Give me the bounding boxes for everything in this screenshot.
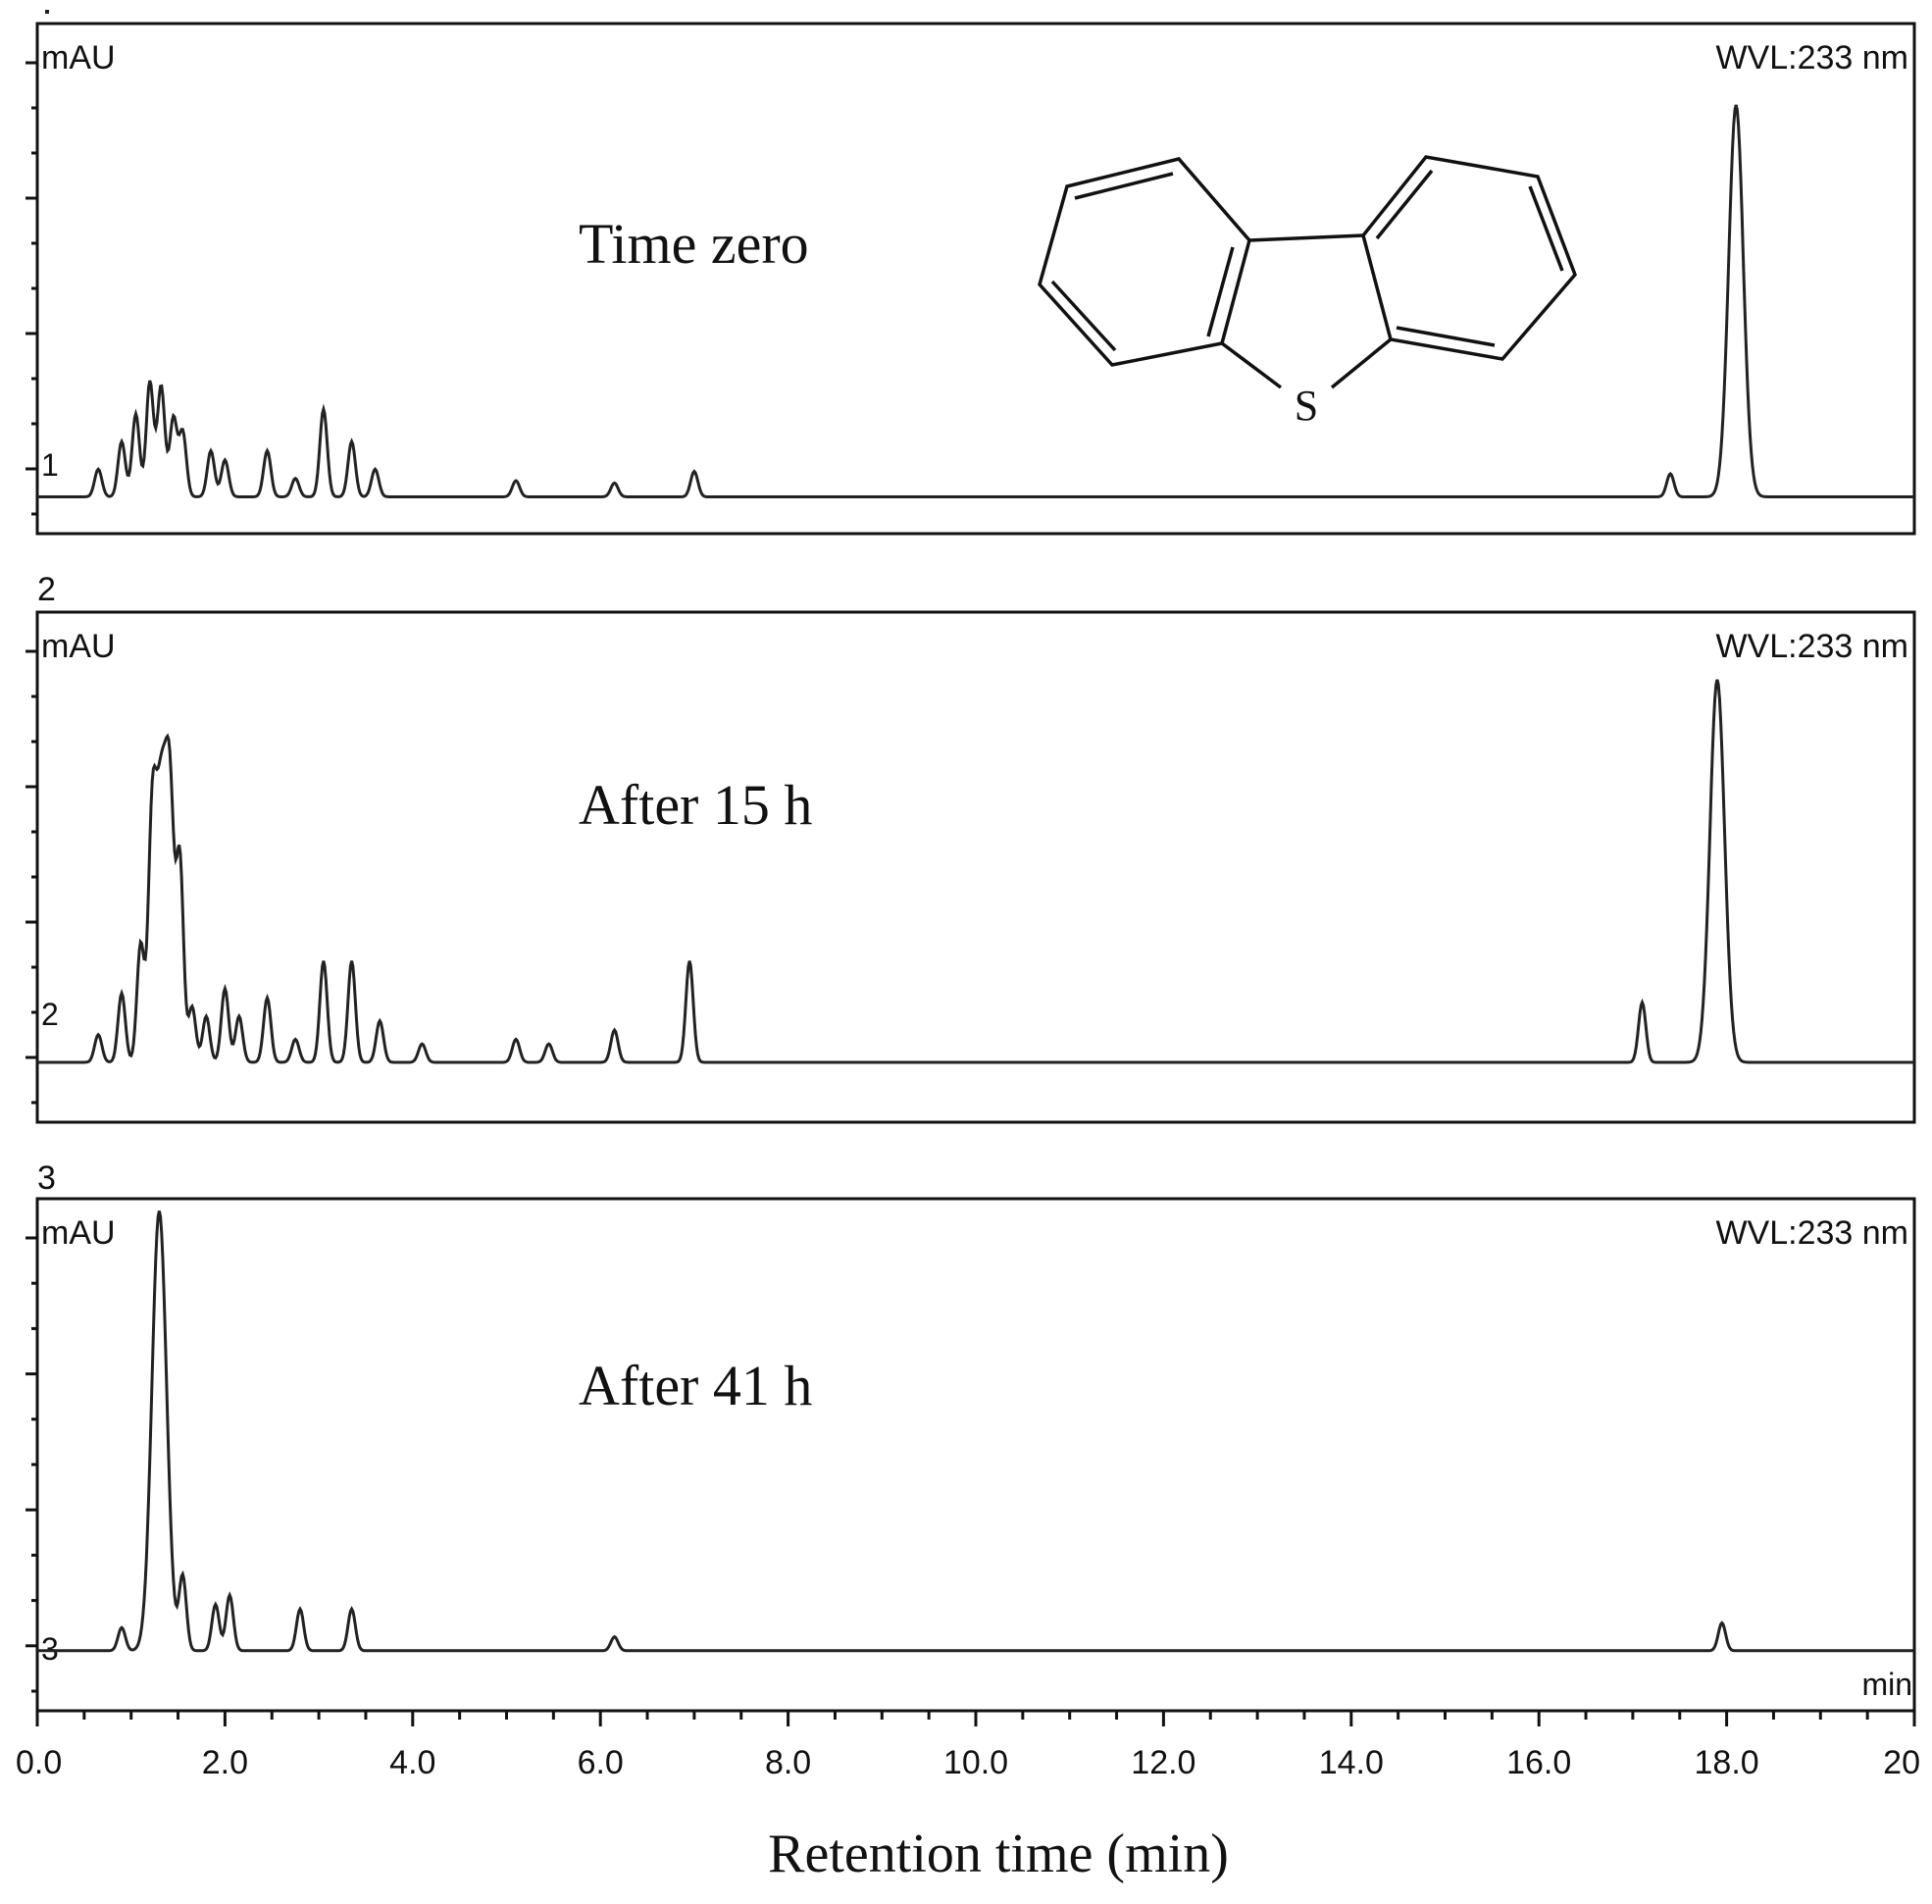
chromatogram-trace [37, 104, 1914, 498]
x-unit-label: min [1861, 1667, 1912, 1702]
y-ticks [25, 61, 37, 516]
x-tick-label: 12.0 [1131, 1744, 1195, 1781]
annotation: After 41 h [579, 1354, 812, 1417]
sulfur-atom-label: S [1295, 382, 1318, 430]
wavelength-label: WVL:233 nm [1715, 628, 1908, 665]
x-tick-label: 4.0 [389, 1744, 435, 1781]
wavelength-label: WVL:233 nm [1715, 1214, 1908, 1252]
x-axis-tick-labels: 0.0 2.0 4.0 6.0 8.0 10.0 12.0 14.0 16.0 18.0 20 [16, 1744, 1920, 1781]
x-tick-label: 16.0 [1506, 1744, 1571, 1781]
chromatogram-trace [37, 1210, 1914, 1653]
x-tick-label: 18.0 [1695, 1744, 1759, 1781]
panel-after-41h: 3 mAU WVL:233 nm 3 After 41 h min [25, 1159, 1916, 1713]
panel-time-zero: mAU WVL:233 nm 1 Time zero S [25, 22, 1916, 536]
x-tick-label: 6.0 [578, 1744, 624, 1781]
trace-label: 1 [41, 447, 59, 483]
panel-after-15h: 2 mAU WVL:233 nm 2 After 15 h [25, 571, 1916, 1124]
y-unit-label: mAU [41, 39, 116, 77]
dibenzothiophene-structure [1038, 155, 1578, 389]
y-ticks [25, 649, 37, 1105]
y-ticks [25, 1236, 37, 1693]
x-tick-label: 2.0 [202, 1744, 248, 1781]
x-tick-label: 0.0 [16, 1744, 62, 1781]
x-tick-label: 10.0 [943, 1744, 1008, 1781]
panel-frame [35, 22, 1916, 536]
wavelength-label: WVL:233 nm [1715, 39, 1908, 77]
x-axis-ticks [35, 1711, 1916, 1726]
panel-frame [35, 1197, 1916, 1713]
chromatogram-trace [37, 679, 1914, 1064]
x-tick-label: 14.0 [1319, 1744, 1384, 1781]
x-tick-label: 8.0 [765, 1744, 811, 1781]
trace-label: 2 [41, 997, 59, 1032]
panel-number: 2 [37, 571, 56, 608]
trace-label: 3 [41, 1631, 59, 1667]
corner-mark [45, 10, 49, 14]
panel-frame [35, 610, 1916, 1124]
y-unit-label: mAU [41, 628, 116, 665]
y-unit-label: mAU [41, 1214, 116, 1252]
x-tick-label: 20 [1883, 1744, 1920, 1781]
x-axis-title: Retention time (min) [768, 1824, 1229, 1884]
panel-number: 3 [37, 1159, 56, 1197]
annotation: After 15 h [579, 773, 812, 837]
annotation: Time zero [579, 212, 809, 276]
